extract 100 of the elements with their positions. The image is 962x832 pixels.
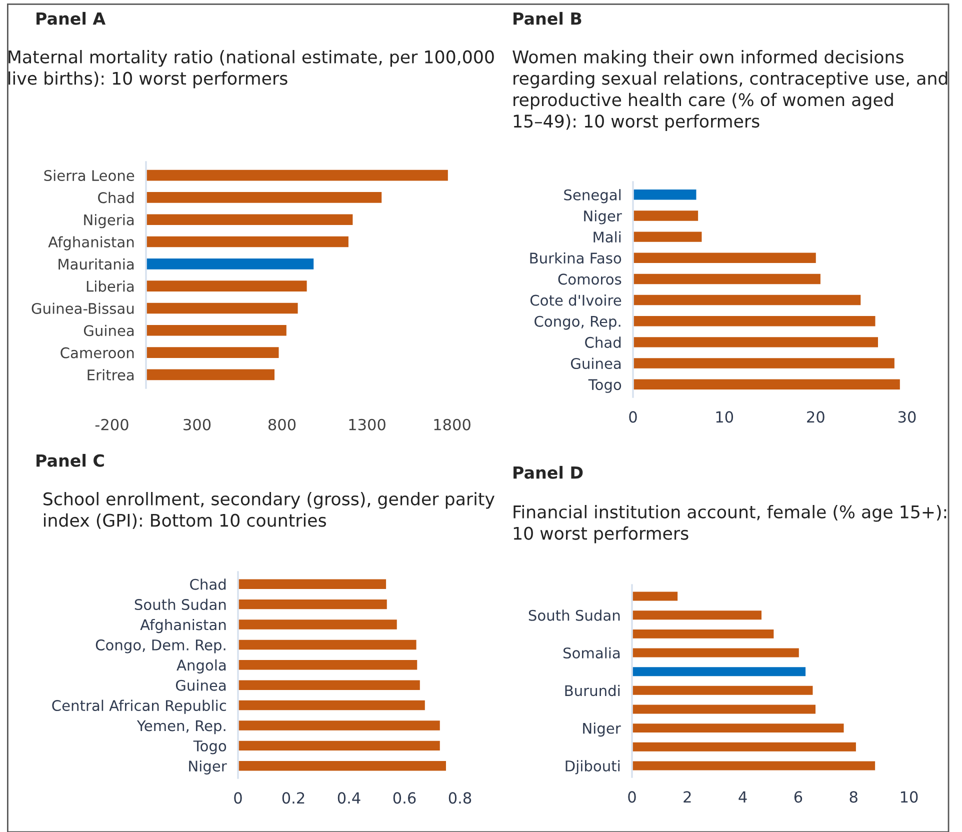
bar (633, 272, 822, 286)
bar (632, 741, 858, 753)
y-tick-label: Chad (585, 336, 621, 348)
x-tick-label: 10 (716, 411, 734, 423)
y-tick-label: Eritrea (88, 369, 134, 380)
bar (238, 760, 448, 772)
bar (632, 760, 876, 772)
bar (632, 722, 846, 734)
x-tick-label: 300 (184, 418, 211, 430)
x-tick-label: 0.6 (393, 792, 416, 804)
bar (633, 356, 896, 370)
x-tick-label: 0.8 (448, 792, 472, 804)
y-tick-label: Djibouti (566, 760, 620, 774)
chart-title: Panel D (514, 466, 583, 479)
bar (145, 234, 350, 249)
y-tick-label: Congo, Dem. Rep. (96, 639, 226, 654)
chart-title: Panel B (514, 12, 582, 25)
bar (238, 618, 398, 631)
bar (238, 578, 388, 590)
y-tick-label: South Sudan (134, 598, 226, 610)
y-tick-label: Liberia (86, 280, 134, 292)
y-tick-label: Niger (583, 722, 621, 737)
bar (633, 188, 698, 202)
y-tick-label: Togo (193, 740, 226, 754)
y-tick-label: Senegal (564, 189, 621, 204)
y-tick-label: Cameroon (60, 347, 134, 358)
chart-subtitle: Maternal mortality ratio (national estimate, per 100,000 live births): 10 worst performers (8, 50, 494, 88)
y-tick-label: Mauritania (58, 258, 134, 270)
bar (633, 378, 902, 391)
x-tick-label: 30 (898, 411, 916, 423)
bar (145, 168, 450, 182)
y-tick-label: Guinea (176, 680, 226, 691)
x-tick-label: 0.4 (338, 792, 360, 804)
bar (238, 658, 419, 672)
bar (238, 739, 442, 752)
y-tick-label: Burundi (565, 684, 620, 696)
text: Panel C (36, 454, 104, 467)
bar (633, 314, 877, 328)
bar (632, 628, 776, 640)
bar (145, 346, 280, 360)
chart-subtitle: Financial institution account, female (% age 15+): 10 worst performers (514, 505, 946, 544)
y-tick-label: Afghanistan (140, 618, 226, 634)
bar (632, 684, 814, 696)
x-tick-label: 1300 (349, 418, 386, 430)
x-tick-label: 2 (684, 791, 691, 802)
x-tick-label: 10 (900, 791, 918, 803)
x-tick-label: -200 (95, 418, 128, 430)
y-tick-label: Comoros (558, 274, 622, 285)
y-tick-label: Guinea-Bissau (32, 302, 134, 314)
bar (238, 719, 442, 732)
x-tick-label: 4 (738, 791, 747, 802)
y-tick-label: Sierra Leone (44, 170, 134, 182)
y-tick-label: Mali (594, 231, 621, 243)
bar (633, 251, 818, 264)
bar (238, 678, 422, 692)
y-tick-label: Chad (98, 192, 134, 204)
bar (632, 609, 763, 621)
bar (238, 638, 418, 651)
bar (633, 294, 862, 307)
bar (633, 209, 700, 222)
y-tick-label: Yemen, Rep. (136, 720, 226, 734)
x-tick-label: 8 (850, 791, 858, 803)
bar (238, 699, 426, 712)
y-tick-label: South Sudan (528, 610, 620, 621)
bar (633, 336, 880, 349)
y-tick-label: Angola (176, 659, 226, 674)
y-tick-label: Nigeria (84, 214, 134, 228)
bar (632, 646, 800, 659)
x-tick-label: 20 (807, 411, 824, 423)
chart-subtitle: School enrollment, secondary (gross), gender parity index (GPI): Bottom 10 countries (44, 492, 494, 529)
bar (632, 666, 807, 678)
y-tick-label: Afghanistan (48, 236, 134, 250)
bar (145, 324, 288, 338)
bar (145, 368, 276, 382)
chart-subtitle: Women making their own informed decisions regarding sexual relations, contraceptive use, and reproductive health care (% of women aged 15–49): 10 worst performers (512, 50, 948, 132)
x-tick-label: 1800 (434, 418, 470, 430)
x-tick-label: 0 (628, 791, 636, 803)
y-tick-label: Congo, Rep. (534, 316, 620, 330)
y-tick-label: Central African Republic (52, 700, 226, 714)
y-tick-label: Guinea (84, 324, 134, 336)
bar (632, 703, 817, 716)
x-tick-label: 6 (794, 791, 802, 803)
bar (632, 590, 679, 602)
bar (145, 301, 300, 316)
y-tick-label: Niger (584, 210, 622, 224)
x-tick-label: 0 (629, 411, 637, 423)
bar (145, 212, 354, 226)
bar (145, 190, 383, 204)
y-tick-label: Burkina Faso (530, 252, 622, 264)
x-tick-label: 0 (234, 792, 242, 804)
bar (238, 598, 388, 611)
bar (633, 230, 704, 244)
x-tick-label: 0.2 (282, 792, 304, 804)
y-tick-label: Somalia (563, 647, 620, 659)
y-tick-label: Togo (588, 379, 622, 393)
chart-title: Panel A (36, 12, 106, 25)
bar (145, 257, 315, 271)
bar (145, 279, 308, 293)
y-tick-label: Niger (189, 760, 227, 774)
y-tick-label: Chad (190, 578, 226, 590)
